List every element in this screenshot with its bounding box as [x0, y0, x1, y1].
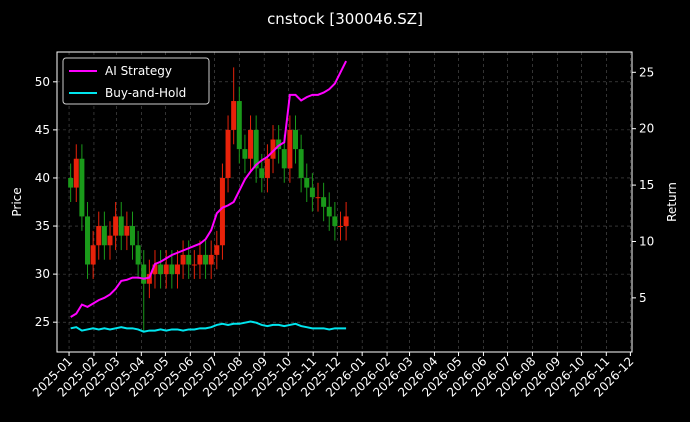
- candle-body: [163, 264, 169, 275]
- y-tick-label: 50: [35, 75, 50, 89]
- y-axis-label: Price: [10, 187, 24, 216]
- candle-body: [248, 129, 254, 159]
- candle-body: [101, 226, 107, 246]
- y2-tick-label: 20: [639, 122, 654, 136]
- candle-body: [158, 264, 164, 275]
- candle-body: [264, 158, 270, 178]
- candle-body: [85, 216, 91, 265]
- y-tick-label: 45: [35, 123, 50, 137]
- candle-body: [293, 129, 299, 150]
- y2-tick-label: 25: [639, 65, 654, 79]
- candle-body: [79, 158, 85, 217]
- candle-body: [321, 197, 327, 207]
- candle-body: [343, 216, 349, 227]
- candle-body: [113, 216, 119, 236]
- candle-body: [326, 206, 332, 217]
- candle-body: [146, 274, 152, 284]
- legend-label: AI Strategy: [105, 64, 172, 78]
- candle-body: [169, 264, 175, 275]
- candle-body: [141, 264, 147, 284]
- candle-body: [309, 187, 315, 198]
- candle-body: [236, 101, 242, 150]
- candle-body: [118, 216, 124, 236]
- candle-body: [219, 177, 225, 246]
- y-tick-label: 25: [35, 315, 50, 329]
- y2-tick-label: 10: [639, 234, 654, 248]
- candle-body: [253, 129, 259, 169]
- candle-body: [124, 226, 130, 236]
- candle-body: [73, 158, 79, 188]
- candle-body: [180, 254, 186, 265]
- candle-body: [208, 254, 214, 265]
- return-line: [70, 60, 348, 318]
- candle-body: [197, 254, 203, 265]
- y2-tick-label: 5: [639, 291, 647, 305]
- candle-body: [231, 101, 237, 130]
- candle-body: [337, 226, 343, 228]
- candle-body: [276, 139, 282, 150]
- candle-body: [242, 149, 248, 159]
- y2-tick-label: 15: [639, 178, 654, 192]
- candle-body: [129, 226, 135, 246]
- candle-body: [90, 245, 96, 265]
- candle-body: [287, 129, 293, 169]
- candle-body: [298, 149, 304, 178]
- candle-body: [332, 216, 338, 227]
- candle-body: [191, 264, 197, 266]
- candle-body: [270, 139, 276, 159]
- y-tick-label: 35: [35, 219, 50, 233]
- candle-body: [225, 129, 231, 178]
- candle-body: [214, 245, 220, 255]
- y-tick-label: 40: [35, 171, 50, 185]
- candle-body: [281, 149, 287, 169]
- candle-body: [96, 226, 102, 246]
- legend-label: Buy-and-Hold: [105, 86, 186, 100]
- y-tick-label: 30: [35, 267, 50, 281]
- chart-title: cnstock [300046.SZ]: [267, 10, 423, 28]
- candle-body: [107, 235, 113, 246]
- candle-body: [304, 177, 310, 188]
- candle-body: [186, 254, 192, 265]
- candle-body: [68, 177, 74, 188]
- return-line: [70, 320, 347, 333]
- candle-body: [135, 245, 141, 265]
- candle-body: [315, 197, 321, 199]
- candle-body: [259, 168, 265, 178]
- candle-body: [152, 264, 158, 275]
- y2-axis-label: Return: [665, 182, 679, 222]
- candle-body: [174, 264, 180, 275]
- candle-body: [203, 254, 209, 265]
- legend-box: [62, 57, 210, 105]
- plot-frame: [56, 51, 633, 353]
